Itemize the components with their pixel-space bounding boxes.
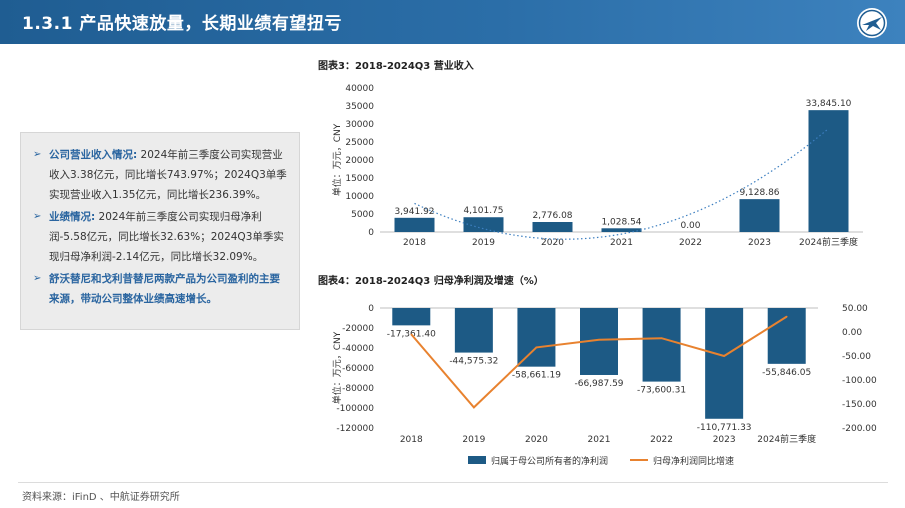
trendline [414,128,829,240]
arrow-bullet-icon: ➢ [33,211,42,222]
legend-label-line: 归母净利润同比增速 [653,455,734,467]
x-tick-label: 2020 [541,238,564,248]
data-label: 2,776.08 [532,211,572,221]
x-tick-label: 2024前三季度 [757,433,816,445]
y-tick-label: 5000 [351,210,374,220]
y-tick-label: 10000 [345,192,374,202]
data-label: -44,575.32 [449,357,498,367]
summary-item-text: 舒沃替尼和戈利昔替尼两款产品为公司盈利的主要来源，带动公司整体业绩高速增长。 [49,273,280,305]
revenue-bar [394,217,435,232]
arrow-bullet-icon: ➢ [33,273,42,284]
net-profit-chart: 0 -20000 -40000 -60000 -80000 -100000 -120000 5… [331,304,877,467]
data-label: -58,661.19 [512,371,561,381]
data-label: -110,771.33 [697,423,752,433]
chart-title-profit: 图表4：2018-2024Q3 归母净利润及增速（%） [318,276,544,287]
x-tick-label: 2023 [748,238,771,248]
x-tick-label: 2019 [472,238,495,248]
x-tick-label: 2022 [650,435,673,445]
x-tick-label: 2021 [588,435,611,445]
summary-item-revenue: ➢ 公司营业收入情况: 2024年前三季度公司实现营业收入3.38亿元，同比增长… [33,145,289,205]
summary-item-products: ➢ 舒沃替尼和戈利昔替尼两款产品为公司盈利的主要来源，带动公司整体业绩高速增长。 [33,269,289,309]
summary-item-text: 2024年前三季度公司实现营业收入3.38亿元，同比增长743.97%；2024… [49,149,287,201]
net-profit-bar [392,308,431,326]
data-label: 3,941.92 [394,207,434,217]
y-axis-label: 单位：万元，CNY [331,331,343,404]
header-bar: 1.3.1 产品快速放量，长期业绩有望扭亏 [0,0,905,44]
y-tick-label: -60000 [342,364,374,374]
y-tick-label: -120000 [336,424,374,434]
y-tick-label: 0 [368,304,374,314]
footer-divider [18,482,888,483]
summary-item-text: 2024年前三季度公司实现归母净利润-5.58亿元，同比增长32.63%；202… [49,211,284,263]
revenue-bar [463,217,504,232]
legend-label-bar: 归属于母公司所有者的净利润 [491,455,608,467]
revenue-bar [808,110,849,232]
growth-point [785,315,788,318]
growth-point [535,346,538,349]
x-tick-label: 2021 [610,238,633,248]
net-profit-bar [517,308,556,367]
growth-point [660,337,663,339]
x-tick-label: 2022 [679,238,702,248]
x-tick-label: 2018 [400,435,423,445]
x-tick-label: 2024前三季度 [799,236,858,248]
y-tick-label: 30000 [345,120,374,130]
summary-item-performance: ➢ 业绩情况: 2024年前三季度公司实现归母净利润-5.58亿元，同比增长32… [33,207,289,267]
data-label: 9,128.86 [739,188,779,198]
y-tick-label: 25000 [345,138,374,148]
y2-tick-label: -50.00 [842,352,871,362]
revenue-bar [739,199,780,232]
y2-tick-label: -200.00 [842,424,877,434]
revenue-bar [601,228,642,232]
summary-item-label: 业绩情况: [49,211,96,223]
summary-item-label: 公司营业收入情况: [49,149,138,161]
growth-point [410,333,413,336]
data-label: -73,600.31 [637,386,686,396]
data-label: 1,028.54 [601,217,641,227]
x-tick-label: 2020 [525,435,548,445]
x-tick-label: 2018 [403,238,426,248]
x-tick-label: 2023 [713,435,736,445]
y-tick-label: 0 [368,228,374,238]
growth-point [598,338,600,341]
y2-tick-label: 50.00 [842,304,868,314]
net-profit-bar [705,308,744,419]
y-tick-label: 15000 [345,174,374,184]
source-note: 资料来源：iFinD 、中航证券研究所 [22,492,180,503]
data-label: 33,845.10 [806,99,852,109]
y-tick-label: 35000 [345,102,374,112]
net-profit-bar [454,308,493,353]
summary-box: ➢ 公司营业收入情况: 2024年前三季度公司实现营业收入3.38亿元，同比增长… [20,132,300,330]
y-tick-label: 40000 [345,84,374,94]
y-tick-label: -40000 [342,344,374,354]
revenue-bar [532,222,573,232]
data-label: 4,101.75 [463,206,503,216]
y-tick-label: -100000 [336,404,374,414]
x-tick-label: 2019 [462,435,485,445]
y2-tick-label: 0.00 [842,328,862,338]
y-tick-label: -20000 [342,324,374,334]
chart-title-revenue: 图表3：2018-2024Q3 营业收入 [318,61,474,72]
page-title: 1.3.1 产品快速放量，长期业绩有望扭亏 [22,14,342,34]
y2-tick-label: -100.00 [842,376,877,386]
company-logo-icon [857,8,887,38]
revenue-chart: 0 5000 10000 15000 20000 25000 30000 35000 40000… [331,84,863,248]
data-label: -66,987.59 [574,379,623,389]
y-tick-label: 20000 [345,156,374,166]
net-profit-bar [642,308,681,382]
y-axis-label: 单位：万元，CNY [331,123,343,196]
growth-point [723,355,725,357]
legend-swatch-bar [468,456,486,464]
data-label: 0.00 [680,221,700,231]
data-label: -55,846.05 [762,368,811,378]
y-tick-label: -80000 [342,384,374,394]
y2-tick-label: -150.00 [842,400,877,410]
arrow-bullet-icon: ➢ [33,149,42,160]
growth-point [473,406,475,409]
